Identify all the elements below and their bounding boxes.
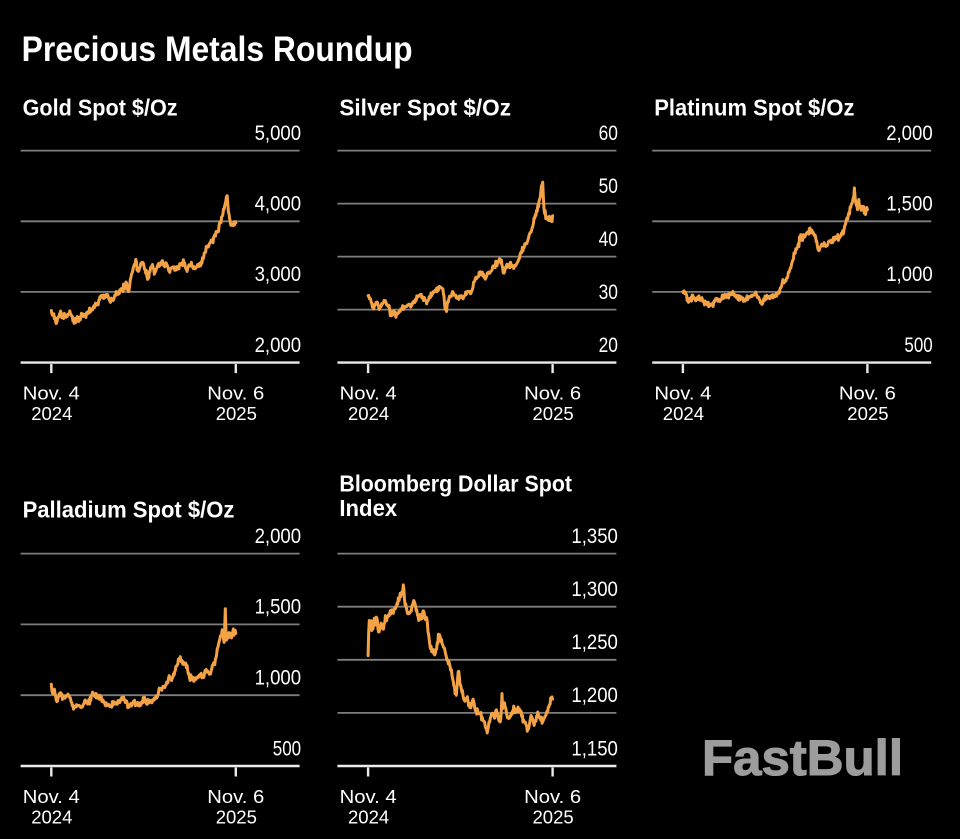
svg-text:2024: 2024 bbox=[348, 806, 389, 827]
svg-text:2025: 2025 bbox=[847, 403, 888, 424]
svg-text:Silver Spot $/Oz: Silver Spot $/Oz bbox=[339, 95, 511, 121]
svg-text:Gold Spot $/Oz: Gold Spot $/Oz bbox=[23, 95, 178, 121]
svg-text:1,200: 1,200 bbox=[571, 684, 618, 707]
svg-text:Nov. 4: Nov. 4 bbox=[340, 382, 397, 403]
svg-text:FastBull: FastBull bbox=[702, 730, 903, 786]
svg-text:2025: 2025 bbox=[533, 806, 574, 827]
svg-text:1,350: 1,350 bbox=[571, 525, 618, 548]
svg-text:Nov. 6: Nov. 6 bbox=[839, 382, 896, 403]
svg-text:Nov. 6: Nov. 6 bbox=[207, 786, 264, 807]
svg-text:1,000: 1,000 bbox=[886, 263, 933, 286]
svg-text:Nov. 4: Nov. 4 bbox=[654, 382, 711, 403]
svg-text:Nov. 6: Nov. 6 bbox=[524, 382, 581, 403]
svg-text:1,150: 1,150 bbox=[571, 737, 618, 760]
svg-text:1,250: 1,250 bbox=[571, 631, 618, 654]
svg-text:Platinum Spot $/Oz: Platinum Spot $/Oz bbox=[654, 95, 854, 121]
svg-text:20: 20 bbox=[599, 334, 618, 357]
svg-text:Bloomberg Dollar Spot: Bloomberg Dollar Spot bbox=[339, 471, 572, 497]
svg-text:Nov. 4: Nov. 4 bbox=[23, 786, 80, 807]
svg-text:40: 40 bbox=[599, 228, 618, 251]
svg-text:2025: 2025 bbox=[216, 806, 257, 827]
svg-text:60: 60 bbox=[599, 122, 618, 145]
svg-text:2024: 2024 bbox=[663, 403, 704, 424]
svg-text:Precious Metals Roundup: Precious Metals Roundup bbox=[22, 30, 413, 69]
svg-text:2,000: 2,000 bbox=[255, 334, 302, 357]
svg-text:2,000: 2,000 bbox=[255, 525, 302, 548]
svg-text:2024: 2024 bbox=[348, 403, 389, 424]
svg-text:Nov. 6: Nov. 6 bbox=[524, 786, 581, 807]
svg-text:2,000: 2,000 bbox=[886, 122, 933, 145]
svg-text:1,300: 1,300 bbox=[571, 578, 618, 601]
svg-text:2025: 2025 bbox=[216, 403, 257, 424]
svg-text:50: 50 bbox=[599, 175, 618, 198]
svg-text:Nov. 4: Nov. 4 bbox=[23, 382, 80, 403]
svg-text:1,000: 1,000 bbox=[255, 667, 302, 690]
svg-text:3,000: 3,000 bbox=[255, 263, 302, 286]
svg-text:Nov. 6: Nov. 6 bbox=[207, 382, 264, 403]
svg-text:Index: Index bbox=[339, 495, 397, 521]
svg-text:500: 500 bbox=[904, 334, 932, 357]
svg-text:4,000: 4,000 bbox=[255, 193, 302, 216]
svg-text:1,500: 1,500 bbox=[886, 193, 933, 216]
svg-text:30: 30 bbox=[599, 281, 618, 304]
svg-text:500: 500 bbox=[273, 737, 301, 760]
svg-text:2024: 2024 bbox=[31, 806, 72, 827]
svg-text:2024: 2024 bbox=[31, 403, 72, 424]
svg-text:1,500: 1,500 bbox=[255, 596, 302, 619]
svg-text:Palladium Spot $/Oz: Palladium Spot $/Oz bbox=[23, 497, 235, 523]
svg-text:2025: 2025 bbox=[533, 403, 574, 424]
svg-text:5,000: 5,000 bbox=[255, 122, 302, 145]
svg-text:Nov. 4: Nov. 4 bbox=[340, 786, 397, 807]
